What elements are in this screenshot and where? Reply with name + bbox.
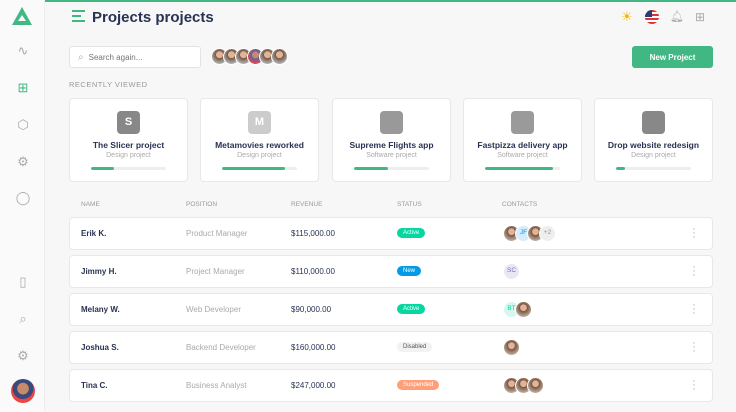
progress-bar <box>222 167 297 170</box>
contacts: BT <box>503 301 532 318</box>
contacts: SC <box>503 263 520 280</box>
search-input[interactable] <box>88 52 189 62</box>
row-name: Joshua S. <box>81 343 119 352</box>
project-type: Design project <box>631 152 676 159</box>
search-field[interactable]: ⌕ <box>69 46 201 68</box>
project-card[interactable]: Fastpizza delivery app Software project <box>463 98 582 182</box>
status-badge: New <box>397 266 422 276</box>
contacts <box>503 377 544 394</box>
more-options-icon[interactable]: · · · <box>692 337 696 357</box>
top-accent-line <box>0 0 736 2</box>
progress-bar <box>616 167 691 170</box>
progress-bar <box>354 167 429 170</box>
activity-icon[interactable]: ∿ <box>17 43 29 58</box>
project-name: Metamovies reworked <box>215 140 304 150</box>
search-icon: ⌕ <box>78 51 84 63</box>
row-revenue: $160,000.00 <box>291 343 336 352</box>
row-revenue: $115,000.00 <box>291 229 335 238</box>
sidebar: ∿ ⊞ ⬡ ⚙ ◯ ▯ ⌕ ⚙ <box>0 0 45 412</box>
row-position: Web Developer <box>186 305 241 314</box>
more-options-icon[interactable]: · · · <box>692 261 696 281</box>
project-card[interactable]: S The Slicer project Design project <box>69 98 188 182</box>
table-row[interactable]: Tina C. Business Analyst $247,000.00 Sus… <box>69 369 713 402</box>
more-options-icon[interactable]: · · · <box>692 223 696 243</box>
row-revenue: $90,000.00 <box>291 305 332 314</box>
us-flag-icon[interactable] <box>645 10 659 24</box>
recently-viewed-label: RECENTLY VIEWED <box>69 80 148 89</box>
project-card[interactable]: M Metamovies reworked Design project <box>200 98 319 182</box>
table-row[interactable]: Jimmy H. Project Manager $110,000.00 New… <box>69 255 713 288</box>
search-icon[interactable]: ⌕ <box>19 311 27 326</box>
sun-icon[interactable]: ☀ <box>621 9 633 24</box>
team-avatars <box>211 48 288 65</box>
project-type: Software project <box>366 152 417 159</box>
row-position: Project Manager <box>186 267 245 276</box>
project-logo-icon: S <box>117 111 140 134</box>
page-title: Projects projects <box>92 9 214 26</box>
header-position[interactable]: POSITION <box>186 201 218 208</box>
row-position: Business Analyst <box>186 381 247 390</box>
project-type: Software project <box>497 152 548 159</box>
grid-icon[interactable]: ⊞ <box>17 80 29 95</box>
box-icon[interactable]: ⬡ <box>17 117 29 132</box>
user-avatar[interactable] <box>11 379 35 403</box>
settings-icon[interactable]: ⚙ <box>17 348 29 363</box>
project-name: Supreme Flights app <box>349 140 434 150</box>
more-contacts[interactable]: +2 <box>539 225 556 242</box>
contact-avatar[interactable] <box>515 301 532 318</box>
row-name: Melany W. <box>81 305 120 314</box>
avatar[interactable] <box>271 48 288 65</box>
project-logo-icon <box>380 111 403 134</box>
row-revenue: $247,000.00 <box>291 381 336 390</box>
project-type: Design project <box>237 152 282 159</box>
project-card[interactable]: Drop website redesign Design project <box>594 98 713 182</box>
project-name: Fastpizza delivery app <box>477 140 568 150</box>
project-logo-icon: M <box>248 111 271 134</box>
new-project-button[interactable]: New Project <box>632 46 713 68</box>
header-name[interactable]: NAME <box>81 201 100 208</box>
contact-initials[interactable]: SC <box>503 263 520 280</box>
project-logo-icon <box>642 111 665 134</box>
project-name: The Slicer project <box>92 140 165 150</box>
progress-bar <box>91 167 166 170</box>
more-options-icon[interactable]: · · · <box>692 375 696 395</box>
row-name: Erik K. <box>81 229 107 238</box>
row-position: Backend Developer <box>186 343 256 352</box>
status-badge: Suspended <box>397 380 440 390</box>
table-row[interactable]: Melany W. Web Developer $90,000.00 Activ… <box>69 293 713 326</box>
contact-avatar[interactable] <box>503 339 520 356</box>
chat-icon[interactable]: ◯ <box>15 190 31 205</box>
row-name: Tina C. <box>81 381 108 390</box>
sidebar-toggle-icon[interactable]: ▯ <box>19 274 27 289</box>
project-name: Drop website redesign <box>607 140 700 150</box>
contacts <box>503 339 520 356</box>
row-revenue: $110,000.00 <box>291 267 335 276</box>
project-logo-icon <box>511 111 534 134</box>
status-badge: Active <box>397 228 426 238</box>
progress-bar <box>485 167 560 170</box>
header-revenue[interactable]: REVENUE <box>291 201 323 208</box>
cpu-icon[interactable]: ⚙ <box>17 154 29 169</box>
row-position: Product Manager <box>186 229 248 238</box>
table-row[interactable]: Joshua S. Backend Developer $160,000.00 … <box>69 331 713 364</box>
status-badge: Disabled <box>397 342 433 352</box>
bell-icon[interactable]: 🔔︎ <box>670 11 684 23</box>
status-badge: Active <box>397 304 426 314</box>
row-name: Jimmy H. <box>81 267 117 276</box>
project-type: Design project <box>106 152 151 159</box>
apps-grid-icon[interactable]: ⊞ <box>695 10 706 24</box>
contact-avatar[interactable] <box>527 377 544 394</box>
header-contacts[interactable]: CONTACTS <box>502 201 538 208</box>
menu-icon[interactable] <box>72 10 85 22</box>
project-card[interactable]: Supreme Flights app Software project <box>332 98 451 182</box>
more-options-icon[interactable]: · · · <box>692 299 696 319</box>
table-row[interactable]: Erik K. Product Manager $115,000.00 Acti… <box>69 217 713 250</box>
contacts: JF +2 <box>503 225 556 242</box>
header-status[interactable]: STATUS <box>397 201 422 208</box>
logo-icon[interactable] <box>12 7 32 25</box>
